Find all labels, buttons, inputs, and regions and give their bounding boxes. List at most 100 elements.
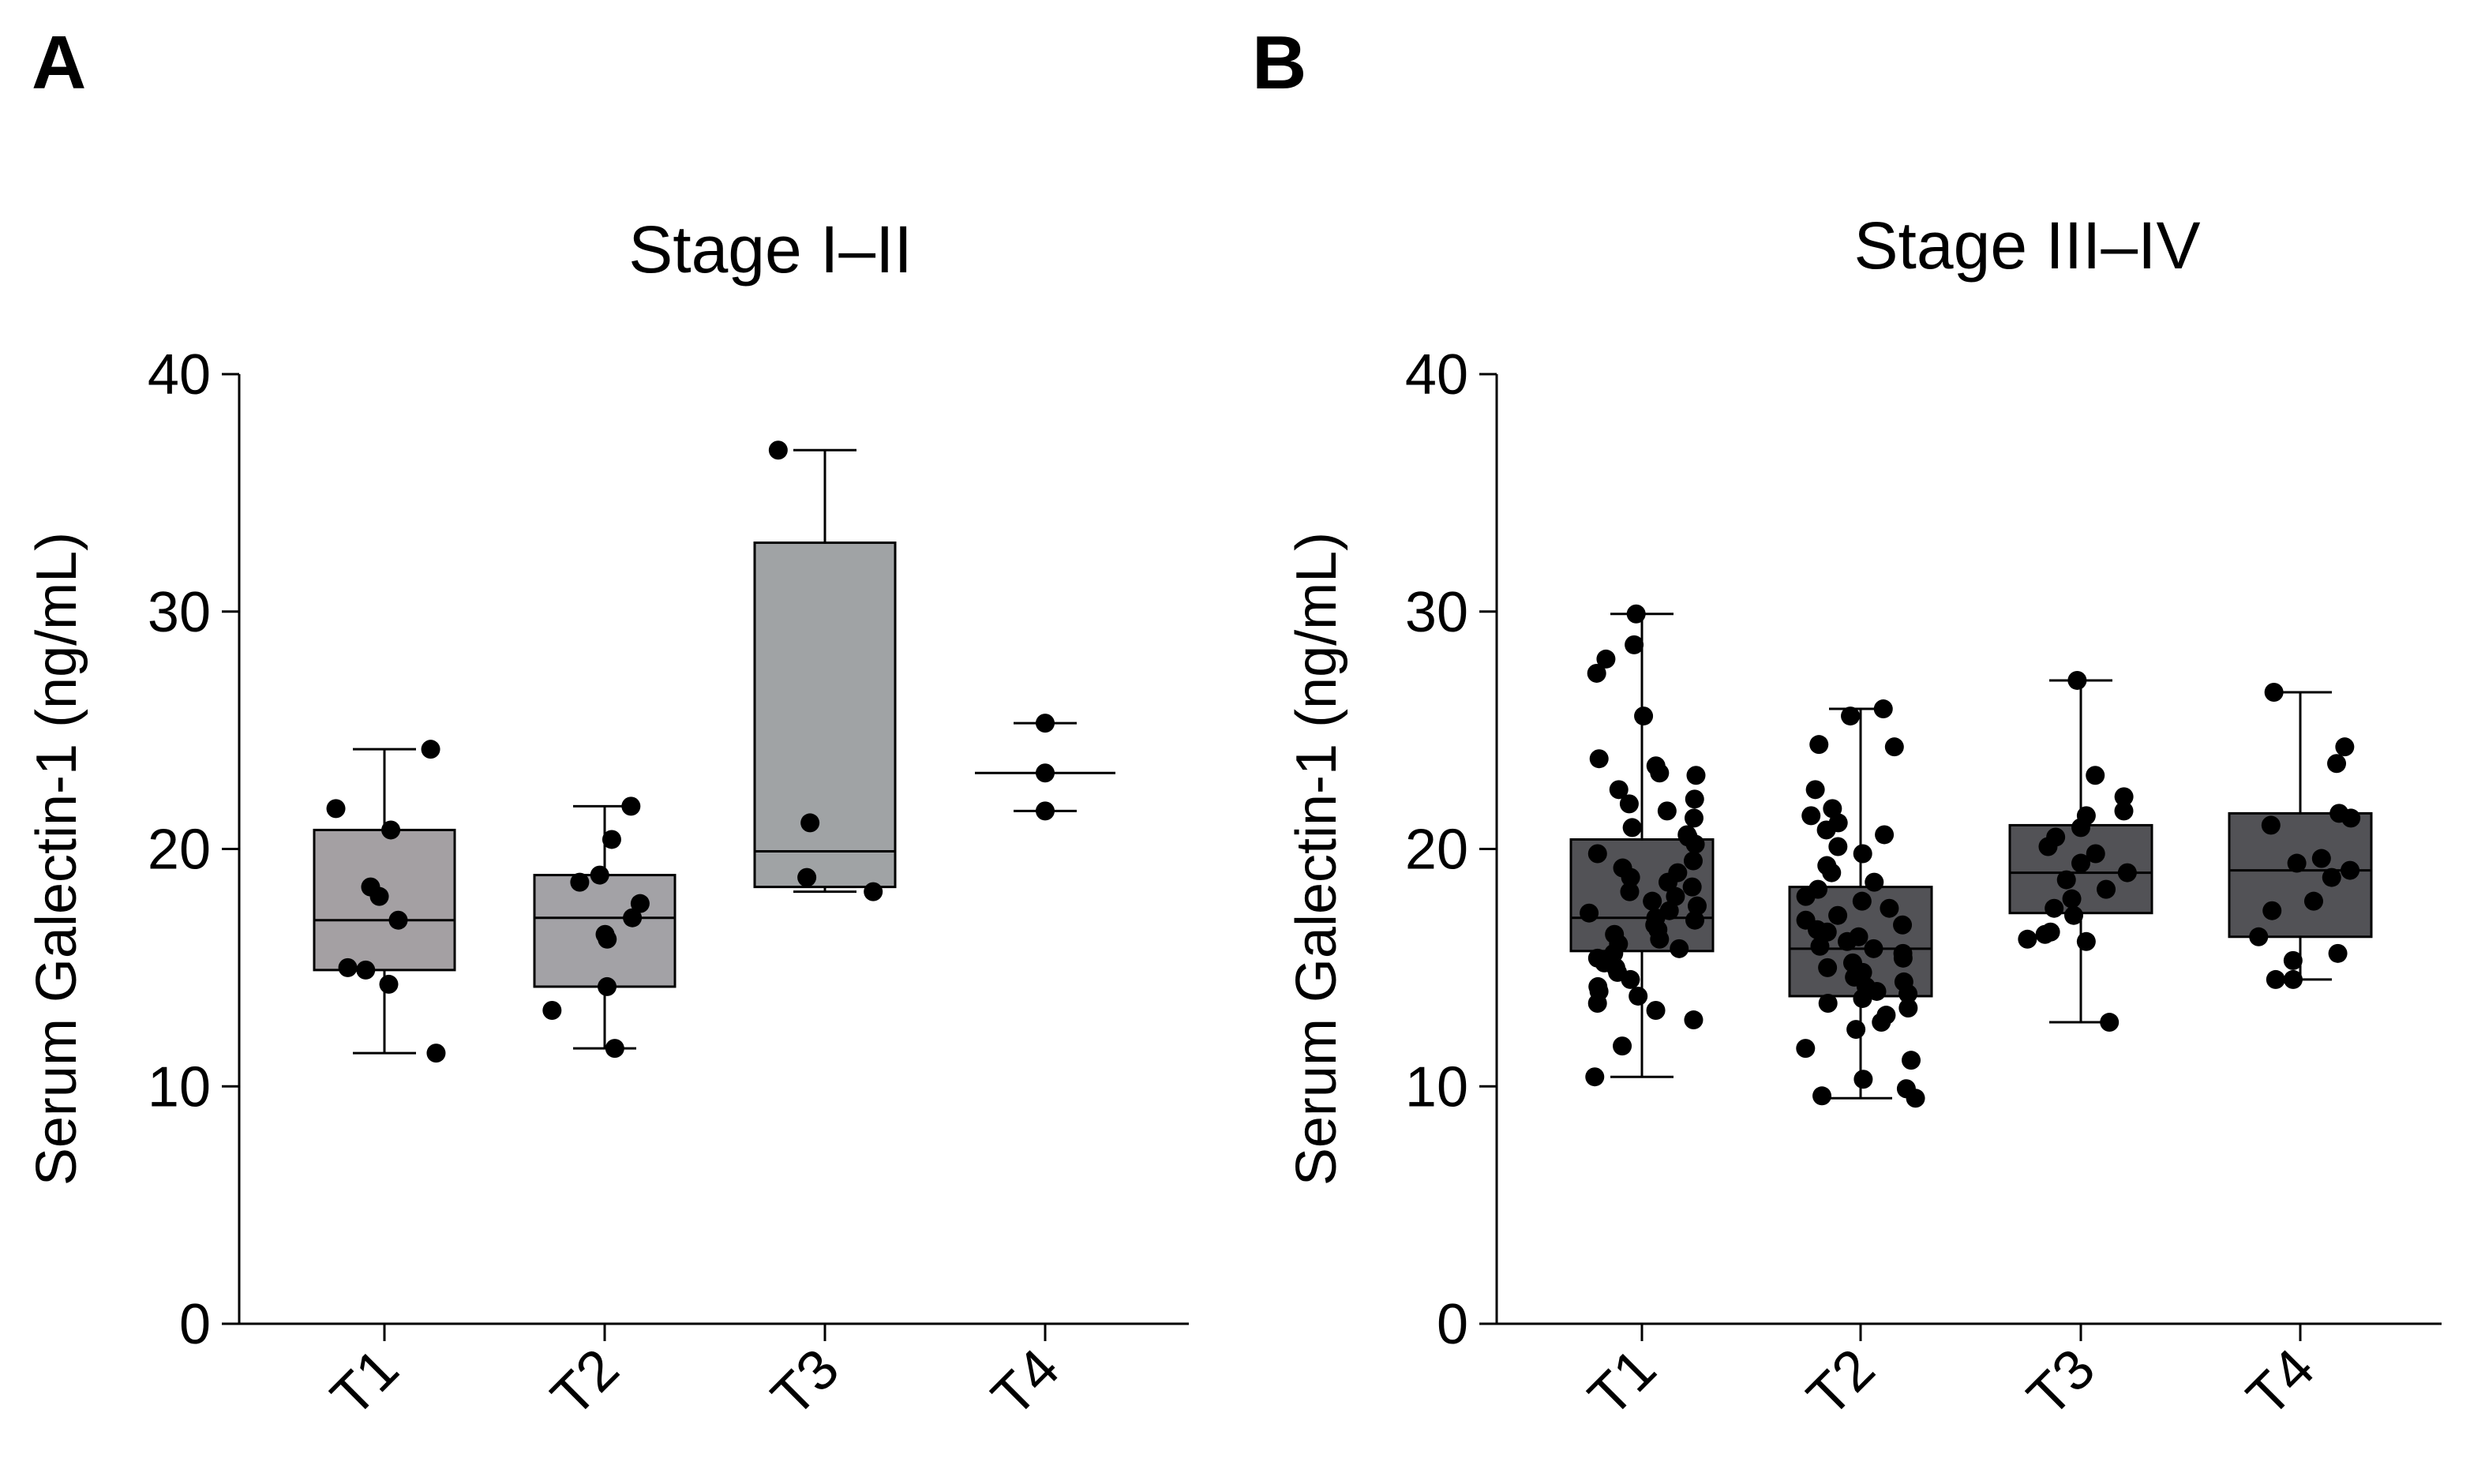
- data-point: [2327, 754, 2347, 774]
- y-axis-title: Serum Galectin-1 (ng/mL): [25, 532, 88, 1186]
- data-point: [2264, 683, 2284, 703]
- data-point: [1823, 799, 1842, 819]
- data-point: [1893, 915, 1913, 935]
- x-tick-label: T4: [2235, 1337, 2326, 1429]
- data-point: [2328, 943, 2348, 963]
- data-point: [598, 929, 617, 949]
- data-point: [1621, 969, 1640, 989]
- data-point: [570, 872, 590, 892]
- data-point: [338, 957, 358, 977]
- data-point: [1822, 863, 1842, 883]
- data-point: [1809, 735, 1829, 755]
- x-tick-label: T3: [2015, 1337, 2107, 1429]
- data-point: [421, 740, 440, 759]
- data-point: [2038, 837, 2058, 856]
- data-point: [1685, 910, 1705, 930]
- chart-title: Stage I–II: [628, 212, 913, 287]
- data-point: [800, 813, 820, 833]
- data-point: [621, 796, 641, 816]
- data-point: [1873, 699, 1893, 719]
- data-point: [1801, 806, 1821, 826]
- group-t4: [975, 714, 1115, 821]
- data-point: [2018, 929, 2037, 949]
- data-point: [2335, 737, 2355, 757]
- data-point: [2311, 849, 2331, 868]
- data-point: [2283, 950, 2303, 970]
- data-point: [1853, 988, 1872, 1008]
- data-point: [1796, 886, 1816, 906]
- data-point: [2086, 844, 2105, 864]
- data-point: [1853, 844, 1872, 864]
- y-tick-label: 40: [148, 343, 211, 407]
- data-point: [1036, 801, 1055, 821]
- data-point: [1817, 922, 1837, 942]
- data-point: [623, 908, 643, 928]
- chart-title: Stage III–IV: [1854, 208, 2201, 283]
- data-point: [1828, 905, 1848, 925]
- data-point: [1906, 1089, 1925, 1108]
- group-t3: [2008, 670, 2153, 1032]
- data-point: [1875, 825, 1895, 845]
- data-point: [2045, 898, 2064, 918]
- y-tick-label: 40: [1405, 343, 1468, 407]
- data-point: [1659, 872, 1678, 892]
- data-point: [379, 974, 399, 994]
- data-point: [1867, 981, 1887, 1001]
- data-point: [2322, 868, 2341, 887]
- data-point: [2303, 891, 2323, 911]
- data-point: [1621, 868, 1640, 887]
- y-tick-label: 30: [1405, 581, 1468, 644]
- data-point: [1898, 984, 1918, 1003]
- x-tick-label: T3: [759, 1337, 851, 1429]
- data-point: [1893, 948, 1913, 968]
- group-t2: [1788, 699, 1933, 1108]
- data-point: [2283, 969, 2303, 989]
- panel-label: B: [1252, 21, 1306, 105]
- data-point: [2114, 787, 2134, 807]
- data-point: [326, 799, 346, 819]
- data-point: [1684, 1010, 1704, 1030]
- data-point: [1816, 820, 1836, 840]
- panel-label: A: [32, 21, 86, 105]
- data-point: [1650, 929, 1670, 949]
- data-point: [1838, 931, 1857, 951]
- x-tick-label: T1: [1576, 1337, 1668, 1429]
- data-point: [2097, 879, 2116, 899]
- data-point: [598, 976, 617, 996]
- data-point: [602, 830, 621, 849]
- data-point: [542, 1001, 562, 1021]
- data-point: [1865, 872, 1884, 892]
- data-point: [1625, 635, 1644, 654]
- data-point: [1796, 1039, 1816, 1059]
- data-point: [2266, 969, 2285, 989]
- data-point: [1686, 766, 1706, 785]
- data-point: [2249, 927, 2269, 946]
- x-tick-label: T2: [1795, 1337, 1887, 1429]
- group-t3: [753, 440, 897, 901]
- data-point: [797, 868, 817, 887]
- data-point: [1650, 763, 1670, 783]
- data-point: [1580, 903, 1599, 923]
- data-point: [1684, 808, 1704, 828]
- data-point: [1629, 986, 1648, 1006]
- data-point: [1841, 706, 1861, 726]
- data-point: [1810, 936, 1830, 956]
- data-point: [1670, 939, 1689, 958]
- data-point: [1687, 896, 1707, 916]
- y-tick-label: 20: [1405, 819, 1468, 882]
- data-point: [1846, 1020, 1866, 1040]
- group-t1: [1569, 604, 1715, 1087]
- data-point: [1587, 993, 1607, 1013]
- data-point: [1626, 604, 1646, 624]
- panel-a: A Stage I–II Serum Galectin-1 (ng/mL) 0 1…: [25, 21, 1189, 1429]
- data-point: [2064, 905, 2084, 925]
- group-t4: [2228, 683, 2373, 989]
- data-point: [1805, 780, 1825, 800]
- y-tick-label: 10: [1405, 1055, 1468, 1119]
- data-point: [1666, 886, 1685, 906]
- data-point: [768, 440, 788, 460]
- data-point: [1622, 818, 1642, 838]
- data-point: [2114, 801, 2134, 821]
- y-tick-label: 0: [179, 1293, 211, 1356]
